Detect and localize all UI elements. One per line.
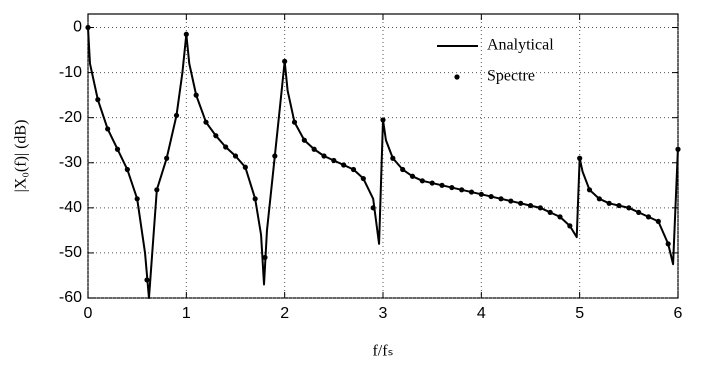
data-point (164, 155, 170, 161)
legend-marker (454, 74, 460, 80)
data-point (291, 119, 298, 125)
data-point (567, 223, 573, 229)
data-point (321, 153, 327, 159)
data-point (272, 153, 278, 159)
data-point (380, 117, 386, 123)
legend-label: Analytical (487, 37, 554, 54)
data-point (636, 209, 642, 215)
data-point (468, 189, 475, 195)
y-axis-label: |X₀(f)| (dB) (13, 120, 30, 193)
legend-label: Spectre (487, 68, 535, 85)
data-point (626, 205, 632, 211)
data-point (105, 126, 111, 132)
data-point (488, 193, 494, 200)
data-point (459, 187, 465, 193)
x-tick-label: 6 (674, 305, 683, 322)
data-point (331, 157, 337, 164)
data-point (547, 209, 553, 215)
data-point (478, 191, 484, 197)
data-point (586, 187, 593, 193)
y-tick-label: -30 (59, 154, 82, 171)
data-point (232, 153, 239, 159)
y-tick-label: -60 (59, 289, 82, 306)
data-point (655, 218, 661, 224)
data-point (537, 205, 543, 211)
y-tick-label: -50 (59, 244, 82, 261)
data-point (557, 214, 563, 220)
data-point (193, 92, 199, 98)
data-point (95, 97, 101, 103)
data-point (134, 196, 140, 202)
data-point (262, 254, 268, 261)
data-point (154, 187, 160, 193)
x-tick-label: 5 (575, 305, 584, 322)
data-point (409, 173, 416, 179)
data-point (439, 182, 445, 188)
data-point (350, 166, 357, 173)
data-point (370, 205, 376, 211)
data-point (124, 166, 130, 173)
data-point (429, 180, 435, 186)
data-point (527, 202, 534, 209)
data-point (498, 196, 504, 202)
data-point (242, 164, 248, 170)
x-axis-label: f/fₛ (372, 343, 393, 360)
x-tick-label: 3 (379, 305, 388, 322)
y-tick-label: -10 (59, 64, 82, 81)
data-point (114, 146, 121, 152)
data-point (665, 241, 671, 247)
plot-frame (87, 13, 679, 299)
data-point (508, 198, 514, 204)
data-point (645, 214, 652, 220)
data-point (173, 112, 180, 119)
data-point (213, 133, 219, 139)
data-point (85, 24, 91, 31)
data-point (282, 58, 288, 64)
data-point (518, 200, 524, 206)
data-point (203, 119, 209, 125)
y-tick-label: 0 (73, 19, 82, 36)
data-point (419, 178, 425, 184)
data-point (390, 155, 396, 161)
y-tick-label: -40 (59, 199, 82, 216)
data-point (596, 196, 602, 202)
data-point (449, 184, 455, 191)
x-tick-label: 4 (477, 305, 486, 322)
data-point (675, 146, 681, 152)
data-point (341, 162, 347, 168)
data-point (252, 196, 258, 202)
data-point (577, 155, 583, 161)
data-point (606, 200, 612, 206)
data-point (616, 202, 622, 209)
x-tick-label: 0 (84, 305, 93, 322)
data-point (144, 277, 150, 283)
data-point (183, 31, 189, 37)
data-point (311, 146, 317, 152)
data-point (360, 175, 366, 182)
x-tick-label: 1 (182, 305, 191, 322)
data-point (400, 166, 406, 173)
data-point (301, 137, 307, 143)
x-tick-label: 2 (280, 305, 289, 322)
data-point (223, 144, 229, 150)
y-tick-label: -20 (59, 109, 82, 126)
